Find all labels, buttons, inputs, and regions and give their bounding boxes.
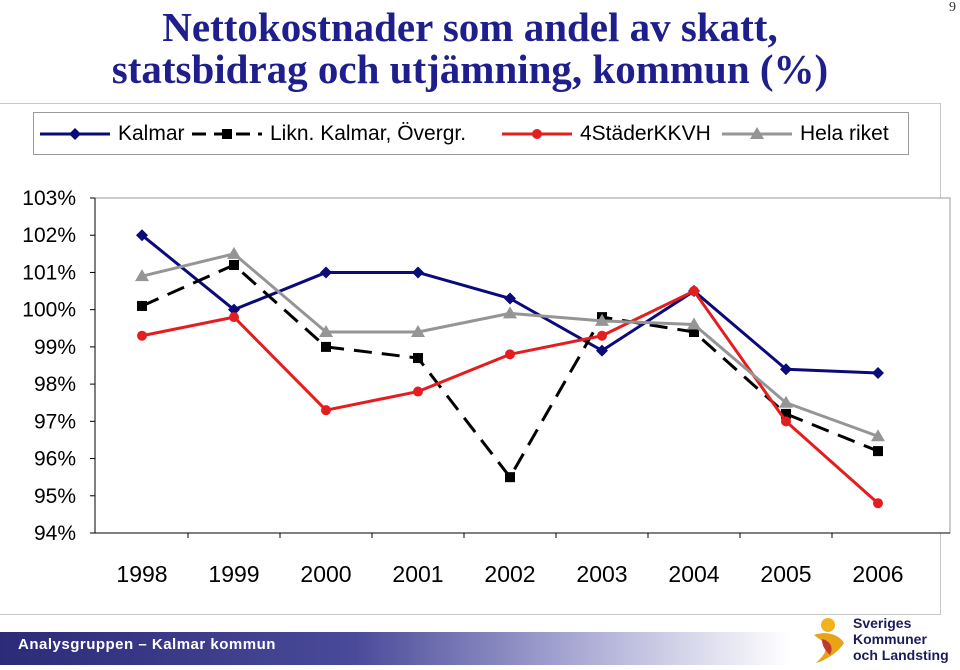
x-tick-label: 2003 xyxy=(576,561,627,587)
x-tick-label: 2001 xyxy=(392,561,443,587)
skl-logo-icon xyxy=(814,618,844,663)
skl-logo: Sveriges Kommuner och Landsting xyxy=(808,613,958,665)
series-3-point xyxy=(503,306,517,319)
y-tick-label: 103% xyxy=(22,187,76,210)
series-1-point xyxy=(505,472,515,483)
x-tick-label: 2006 xyxy=(852,561,903,587)
chart-title-line-1: Nettokostnader som andel av skatt, xyxy=(162,4,778,50)
series-0-point xyxy=(412,266,424,279)
series-3-point xyxy=(595,313,609,326)
legend-label-hela-riket: Hela riket xyxy=(800,121,889,145)
legend-swatch-hela-riket xyxy=(722,126,792,139)
series-0-point xyxy=(780,363,792,376)
series-1-point xyxy=(781,408,791,419)
x-tick-label: 2002 xyxy=(484,561,535,587)
series-1-point xyxy=(229,260,239,270)
series-2-point xyxy=(597,330,607,341)
y-tick-label: 101% xyxy=(22,261,76,284)
series-0-point xyxy=(136,229,148,242)
series-3-point xyxy=(779,395,793,408)
x-tick-label: 2004 xyxy=(668,561,719,587)
page-number: 9 xyxy=(949,0,956,15)
series-1-point xyxy=(137,300,147,311)
series-1-point xyxy=(873,446,883,457)
y-tick-label: 96% xyxy=(34,448,76,471)
series-2-point xyxy=(321,405,331,416)
y-tick-label: 102% xyxy=(22,224,76,247)
series-3-point xyxy=(227,246,241,259)
y-tick-label: 99% xyxy=(34,336,76,359)
chart-legend: Kalmar Likn. Kalmar, Övergr. 4StäderKKVH… xyxy=(33,112,909,155)
series-3-point xyxy=(135,269,149,282)
skl-logo-line-3: och Landsting xyxy=(853,647,949,663)
series-1-point xyxy=(321,341,331,352)
x-tick-label: 2005 xyxy=(760,561,811,587)
series-2-point xyxy=(873,498,883,509)
y-tick-label: 98% xyxy=(34,373,76,396)
series-0-point xyxy=(596,344,608,357)
series-3-point xyxy=(687,317,701,330)
legend-item-likn-kalmar: Likn. Kalmar, Övergr. xyxy=(192,113,466,154)
y-tick-label: 95% xyxy=(34,485,76,508)
series-1-point xyxy=(689,327,699,337)
legend-swatch-4stader xyxy=(502,128,572,139)
plot-area xyxy=(94,197,951,534)
series-3-point xyxy=(871,429,885,442)
x-tick-label: 1999 xyxy=(208,561,259,587)
series-3-point xyxy=(319,325,333,337)
y-tick-label: 100% xyxy=(22,299,76,322)
series-2-point xyxy=(505,349,515,360)
series-0-point xyxy=(504,292,516,305)
footer-bar xyxy=(0,632,790,665)
legend-item-kalmar: Kalmar xyxy=(40,113,185,154)
series-2-point xyxy=(689,286,699,297)
series-line-1 xyxy=(141,263,879,479)
legend-label-likn-kalmar: Likn. Kalmar, Övergr. xyxy=(270,121,467,145)
series-2-point xyxy=(781,416,791,427)
legend-item-4stader: 4StäderKKVH xyxy=(502,113,711,154)
series-2-point xyxy=(137,330,147,341)
skl-logo-line-1: Sveriges xyxy=(853,615,912,631)
series-0-point xyxy=(228,303,240,316)
legend-label-kalmar: Kalmar xyxy=(118,121,185,145)
y-tick-label: 94% xyxy=(34,522,76,545)
footer-text: Analysgruppen – Kalmar kommun xyxy=(18,636,276,653)
series-1-point xyxy=(413,353,423,364)
x-tick-label: 1998 xyxy=(116,561,167,587)
series-2-point xyxy=(229,312,239,323)
legend-swatch-likn-kalmar xyxy=(192,128,262,139)
legend-label-4stader: 4StäderKKVH xyxy=(580,121,711,145)
series-2-point xyxy=(413,386,423,397)
legend-item-hela-riket: Hela riket xyxy=(722,113,889,154)
x-tick-label: 2000 xyxy=(300,561,351,587)
chart-title-line-2: statsbidrag och utjämning, kommun (%) xyxy=(111,46,829,92)
y-tick-label: 97% xyxy=(34,410,76,433)
series-3-point xyxy=(411,325,425,337)
legend-swatch-kalmar xyxy=(40,127,110,140)
skl-logo-text: Sveriges Kommuner och Landsting xyxy=(853,615,949,663)
series-0-point xyxy=(872,366,884,379)
series-0-point xyxy=(320,266,332,279)
skl-logo-line-2: Kommuner xyxy=(853,631,927,647)
chart-title: Nettokostnader som andel av skatt, stats… xyxy=(0,6,940,90)
